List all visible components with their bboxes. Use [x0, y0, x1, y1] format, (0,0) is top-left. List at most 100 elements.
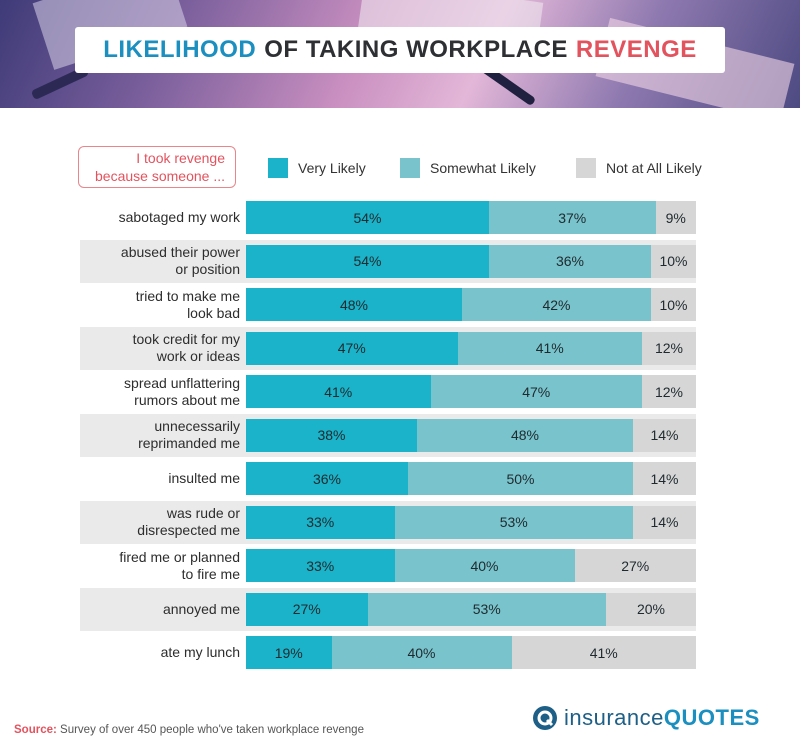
bar-segment: 53%: [367, 592, 606, 626]
data-label: 54%: [353, 253, 382, 269]
source-label: Source:: [14, 724, 57, 736]
legend-label: Very Likely: [298, 160, 366, 176]
data-label: 12%: [654, 383, 684, 400]
logo-text-1: insurance: [564, 705, 664, 730]
bar-segment: 36%: [489, 244, 651, 278]
bar-segment: 19%: [246, 636, 332, 669]
data-label: 19%: [274, 644, 303, 661]
bar-segment: 48%: [417, 418, 633, 452]
bar-segment: 40%: [394, 549, 575, 582]
category-label: was rude or disrespected me: [137, 505, 240, 538]
source-text: Survey of over 450 people who've taken w…: [60, 724, 364, 736]
bar-segment: 47%: [430, 375, 642, 408]
bar-segment: 48%: [246, 288, 462, 321]
legend-swatch: [268, 158, 288, 178]
data-label: 41%: [535, 340, 564, 356]
legend-item-very-likely: Very Likely: [268, 158, 366, 178]
data-label: 48%: [339, 296, 369, 313]
data-label: 53%: [472, 601, 501, 617]
legend-label: Not at All Likely: [606, 160, 702, 176]
bar-segment: 10%: [651, 244, 696, 278]
bar-segment: 12%: [642, 331, 696, 365]
data-label: 54%: [353, 209, 382, 226]
legend-item-not-at-all-likely: Not at All Likely: [576, 158, 702, 178]
bar-segment: 36%: [246, 462, 408, 495]
bar-segment: 27%: [246, 592, 368, 626]
bar-segment: 38%: [246, 418, 417, 452]
legend-label: Somewhat Likely: [430, 160, 536, 176]
bar-segment: 53%: [394, 505, 633, 539]
page-title: LIKELIHOOD OF TAKING WORKPLACE REVENGE: [75, 27, 725, 73]
bar-segment: 27%: [574, 549, 696, 582]
category-label: tried to make me look bad: [135, 287, 240, 321]
bar-segment: 14%: [633, 418, 696, 452]
bar-segment: 9%: [655, 201, 696, 234]
data-label: 41%: [589, 644, 618, 661]
legend-swatch: [576, 158, 596, 178]
data-label: 38%: [317, 427, 346, 443]
category-callout: I took revenge because someone ...: [78, 146, 236, 188]
data-label: 40%: [407, 644, 436, 661]
data-label: 36%: [312, 470, 342, 487]
callout-line-2: because someone ...: [95, 168, 225, 184]
data-label: 42%: [542, 296, 571, 313]
category-label: sabotaged my work: [118, 209, 240, 225]
data-label: 10%: [659, 296, 688, 313]
bar-segment: 14%: [633, 462, 696, 495]
data-label: 27%: [621, 557, 650, 574]
logo-text-2: QUOTES: [663, 705, 760, 730]
bar-segment: 41%: [246, 375, 431, 408]
category-label: spread unflattering rumors about me: [124, 374, 240, 408]
category-label: insulted me: [168, 470, 240, 486]
data-label: 14%: [650, 470, 679, 487]
title-part-2: OF TAKING WORKPLACE: [264, 36, 568, 63]
legend-swatch: [400, 158, 420, 178]
bar-segment: 14%: [633, 505, 696, 539]
bar-segment: 33%: [246, 505, 395, 539]
data-label: 33%: [306, 514, 335, 530]
data-label: 33%: [306, 557, 335, 574]
bar-segment: 41%: [511, 636, 696, 669]
bar-segment: 42%: [462, 288, 651, 321]
category-label: annoyed me: [162, 600, 240, 617]
bar-segment: 41%: [457, 331, 642, 365]
source-note: Source: Survey of over 450 people who've…: [14, 724, 364, 736]
bar-segment: 54%: [246, 244, 489, 278]
data-label: 36%: [555, 253, 585, 269]
data-label: 48%: [510, 427, 540, 443]
data-label: 40%: [470, 557, 499, 574]
bar-segment: 37%: [489, 201, 656, 234]
callout-line-1: I took revenge: [136, 150, 225, 166]
category-label: abused their power or position: [120, 244, 240, 277]
legend-item-somewhat-likely: Somewhat Likely: [400, 158, 536, 178]
bar-segment: 54%: [246, 201, 489, 234]
bar-segment: 20%: [606, 592, 696, 626]
data-label: 27%: [292, 601, 321, 617]
category-label: ate my lunch: [160, 644, 240, 660]
data-label: 12%: [654, 340, 684, 356]
data-label: 14%: [650, 514, 679, 530]
data-label: 14%: [650, 427, 679, 443]
bar-segment: 10%: [651, 288, 696, 321]
category-label: unnecessarily reprimanded me: [138, 418, 240, 451]
bar-segment: 50%: [408, 462, 633, 495]
category-label: took credit for my work or ideas: [132, 331, 240, 364]
data-label: 47%: [337, 340, 366, 356]
data-label: 47%: [522, 383, 551, 400]
data-label: 20%: [636, 601, 666, 617]
data-label: 10%: [659, 253, 688, 269]
bar-segment: 12%: [642, 375, 696, 408]
title-part-3: REVENGE: [575, 36, 697, 63]
data-label: 9%: [665, 209, 686, 226]
bar-segment: 33%: [246, 549, 395, 582]
data-label: 53%: [499, 514, 528, 530]
data-label: 41%: [324, 383, 353, 400]
title-part-1: LIKELIHOOD: [103, 36, 257, 63]
data-label: 37%: [558, 209, 587, 226]
shield-q-icon: [533, 706, 557, 730]
bar-segment: 40%: [331, 636, 512, 669]
data-label: 50%: [506, 470, 535, 487]
bar-segment: 47%: [246, 331, 458, 365]
brand-logo: insuranceQUOTES: [532, 705, 760, 731]
